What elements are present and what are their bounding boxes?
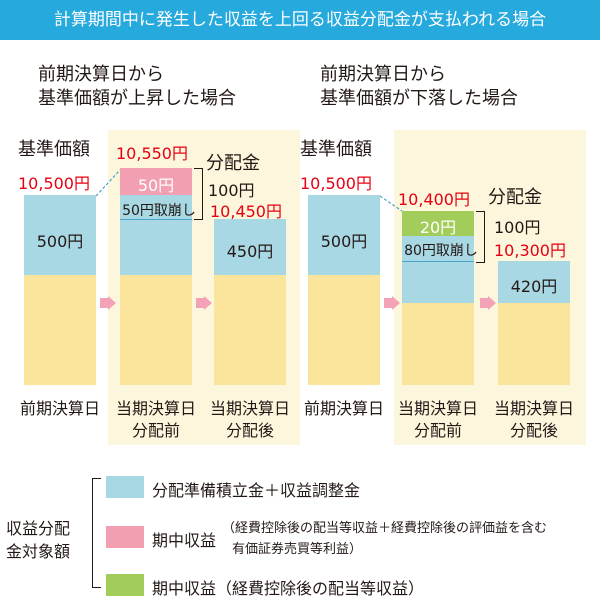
left-caption-pre-line2: 分配前 bbox=[131, 421, 180, 440]
right-post-yellow-segment bbox=[498, 303, 570, 385]
legend-item2-note-line2: 有価証券売買等利益） bbox=[232, 542, 363, 557]
legend-item3: 期中収益（経費控除後の配当等収益） bbox=[152, 579, 425, 598]
left-income-segment bbox=[120, 168, 192, 195]
left-caption-pre-line1: 当期決算日 bbox=[115, 399, 196, 418]
right-prev-blue-segment bbox=[308, 195, 380, 275]
right-caption-prev: 前期決算日 bbox=[303, 399, 384, 418]
left-arrow-2-icon bbox=[196, 296, 212, 310]
right-prev-blue-label: 500円 bbox=[320, 232, 368, 251]
legend-bracket bbox=[92, 478, 101, 588]
left-heading-line2: 基準価額が上昇した場合 bbox=[38, 88, 236, 109]
page-title: 計算期間中に発生した収益を上回る収益分配金が支払われる場合 bbox=[0, 0, 600, 40]
left-post-value: 10,450円 bbox=[210, 202, 282, 221]
right-caption-post-line1: 当期決算日 bbox=[493, 399, 574, 418]
legend-swatch-pink bbox=[106, 526, 144, 548]
right-income-label: 20円 bbox=[419, 218, 457, 237]
right-dist-label: 分配金 bbox=[488, 187, 542, 208]
right-caption-post-line2: 分配後 bbox=[509, 421, 558, 440]
left-pre-value: 10,550円 bbox=[116, 144, 188, 163]
left-dist-amount: 100円 bbox=[208, 181, 255, 200]
legend-group-line1: 収益分配 bbox=[6, 519, 71, 538]
right-caption-pre-line1: 当期決算日 bbox=[397, 399, 478, 418]
left-post-blue-segment bbox=[214, 219, 286, 275]
right-prev-value: 10,500円 bbox=[300, 174, 372, 193]
left-dashed-guide bbox=[96, 169, 121, 197]
left-caption-post-line1: 当期決算日 bbox=[209, 399, 290, 418]
left-pre-yellow-segment bbox=[120, 275, 192, 385]
right-caption-pre-line2: 分配前 bbox=[413, 421, 462, 440]
right-prev-yellow-segment bbox=[308, 275, 380, 385]
left-drawdown-line bbox=[120, 219, 192, 220]
left-heading-line1: 前期決算日から bbox=[38, 64, 164, 85]
left-dist-label: 分配金 bbox=[206, 153, 260, 174]
right-pre-yellow-segment bbox=[402, 303, 474, 385]
legend-item1: 分配準備積立金＋収益調整金 bbox=[152, 481, 361, 500]
left-post-yellow-segment bbox=[214, 275, 286, 385]
left-arrow-1-icon bbox=[100, 296, 116, 310]
left-drawdown-label: 50円取崩し bbox=[122, 203, 196, 219]
right-drawdown-label: 80円取崩し bbox=[404, 243, 478, 259]
left-prev-yellow-segment bbox=[24, 275, 96, 385]
left-prev-value: 10,500円 bbox=[18, 174, 90, 193]
right-nav-label: 基準価額 bbox=[300, 139, 372, 160]
right-arrow-2-icon bbox=[480, 296, 496, 310]
right-arrow-1-icon bbox=[384, 296, 400, 310]
right-post-value: 10,300円 bbox=[494, 241, 566, 260]
left-pre-blue-segment bbox=[120, 195, 192, 275]
right-heading-line1: 前期決算日から bbox=[320, 64, 446, 85]
right-post-blue-segment bbox=[498, 261, 570, 303]
right-drawdown-line bbox=[402, 261, 474, 262]
right-pre-blue-segment bbox=[402, 236, 474, 303]
legend-item2-title: 期中収益 bbox=[152, 531, 217, 550]
left-caption-post-line2: 分配後 bbox=[225, 421, 274, 440]
left-prev-blue-segment bbox=[24, 195, 96, 275]
left-caption-prev: 前期決算日 bbox=[19, 399, 100, 418]
right-income-segment bbox=[402, 211, 474, 236]
right-post-blue-label: 420円 bbox=[510, 277, 558, 296]
right-dist-amount: 100円 bbox=[494, 218, 541, 237]
legend-item2-note-line1: （経費控除後の配当等収益＋経費控除後の評価益を含む bbox=[222, 521, 548, 536]
legend-swatch-blue bbox=[106, 476, 144, 498]
left-nav-label: 基準価額 bbox=[18, 139, 90, 160]
right-dashed-guide bbox=[380, 195, 403, 212]
right-dist-bracket bbox=[476, 211, 485, 263]
right-pre-value: 10,400円 bbox=[398, 190, 470, 209]
left-prev-blue-label: 500円 bbox=[36, 232, 84, 251]
legend-group-line2: 金対象額 bbox=[6, 542, 71, 561]
right-heading-line2: 基準価額が下落した場合 bbox=[320, 88, 518, 109]
legend-swatch-green bbox=[106, 574, 144, 596]
left-income-label: 50円 bbox=[137, 176, 175, 195]
left-dist-bracket bbox=[194, 168, 203, 220]
left-post-blue-label: 450円 bbox=[226, 242, 274, 261]
